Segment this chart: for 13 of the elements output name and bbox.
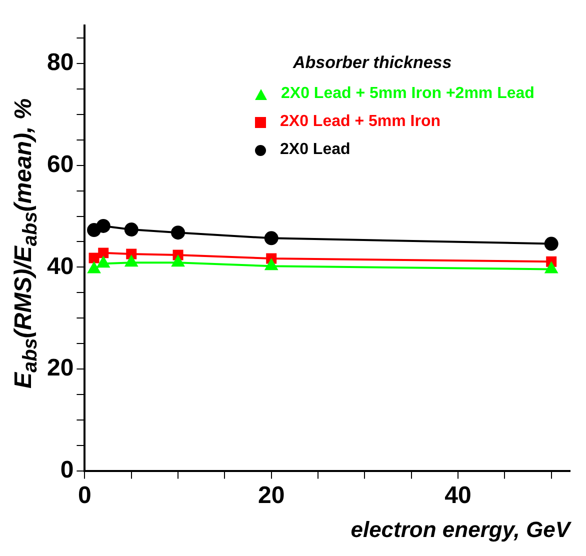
legend-label: 2X0 Lead — [280, 141, 350, 159]
x-tick-label: 20 — [258, 482, 285, 509]
legend-label: 2X0 Lead + 5mm Iron — [280, 113, 441, 131]
y-tick-label: 20 — [46, 354, 74, 382]
legend-title: Absorber thickness — [293, 53, 453, 73]
y-tick-label: 0 — [60, 456, 74, 484]
y-tick-label: 60 — [46, 151, 74, 178]
legend-label: 2X0 Lead + 5mm Iron +2mm Lead — [281, 85, 534, 103]
y-tick-label: 80 — [46, 49, 74, 76]
y-tick-label: 40 — [46, 252, 74, 280]
x-axis-title: electron energy, GeV — [350, 516, 572, 542]
x-tick-label: 0 — [78, 482, 92, 509]
x-tick-label: 40 — [444, 482, 472, 509]
